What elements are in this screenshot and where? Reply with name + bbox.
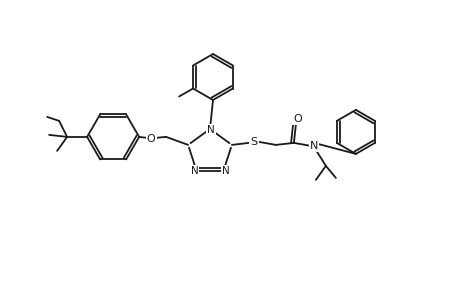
Text: N: N bbox=[190, 166, 198, 176]
Text: N: N bbox=[221, 166, 229, 176]
Text: O: O bbox=[293, 114, 302, 124]
Text: N: N bbox=[207, 125, 214, 135]
Text: N: N bbox=[309, 141, 317, 151]
Text: O: O bbox=[146, 134, 155, 144]
Text: S: S bbox=[250, 137, 257, 147]
